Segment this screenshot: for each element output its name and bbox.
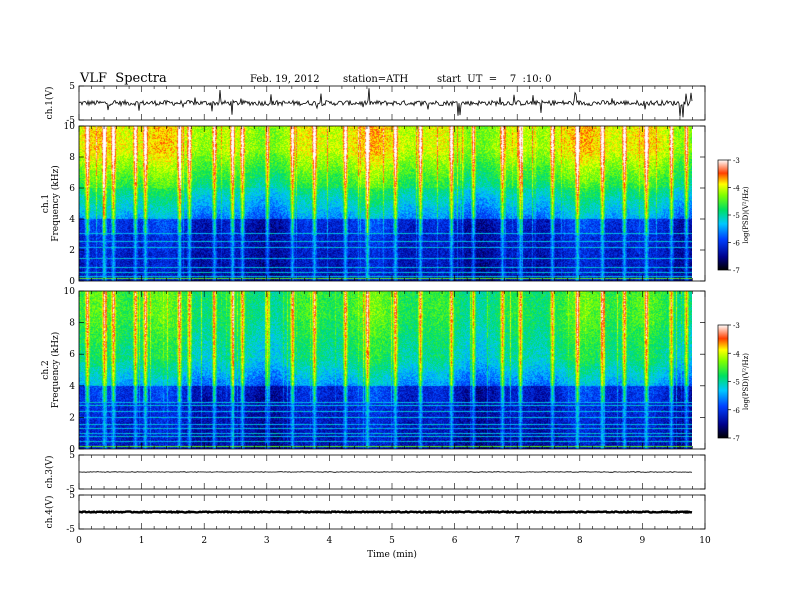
- y-tick-label: 8: [69, 319, 75, 329]
- y-tick-label: -5: [66, 116, 75, 126]
- x-tick-label: 3: [264, 536, 270, 546]
- y-tick-label: 5: [69, 491, 75, 501]
- y-tick-label: 6: [69, 184, 75, 194]
- y-tick-label: 5: [69, 82, 75, 92]
- y-tick-label: 8: [69, 153, 75, 163]
- y-tick-label: 2: [69, 246, 75, 256]
- station-label: station=ATH: [343, 74, 409, 85]
- x-tick-label: 2: [201, 536, 207, 546]
- ch1-spectrogram-image: [79, 126, 692, 281]
- y-axis-label: Frequency (kHz): [50, 332, 61, 409]
- ch1-spectrogram-colorbar: [717, 159, 729, 271]
- colorbar-label: log(PSD)(V²/Hz): [742, 353, 750, 410]
- x-tick-label: 6: [452, 536, 458, 546]
- y-tick-label: -5: [66, 525, 75, 535]
- ch2-spectrogram-colorbar: [717, 324, 729, 439]
- y-axis-label: ch.1(V): [44, 87, 55, 120]
- x-tick-label: 9: [640, 536, 646, 546]
- colorbar-tick-label: -6: [733, 240, 740, 248]
- ch1-waveform-trace: [78, 88, 693, 118]
- figure-title: VLF Spectra: [80, 71, 167, 86]
- x-axis-label: Time (min): [367, 549, 417, 560]
- y-tick-label: 2: [69, 413, 75, 423]
- y-tick-label: 4: [69, 215, 75, 225]
- y-axis-label: Frequency (kHz): [50, 165, 61, 242]
- colorbar-tick-label: -4: [733, 185, 740, 193]
- ch3-waveform-trace: [78, 471, 693, 473]
- x-tick-label: 7: [514, 536, 520, 546]
- y-tick-label: 5: [69, 451, 75, 461]
- x-tick-label: 4: [327, 536, 333, 546]
- y-tick-label: 4: [69, 382, 75, 392]
- ch4-waveform-trace: [78, 509, 693, 515]
- colorbar-label: log(PSD)(V²/Hz): [742, 186, 750, 243]
- colorbar-tick-label: -3: [733, 322, 740, 330]
- y-tick-label: 0: [69, 445, 75, 455]
- y-axis-label: ch.3(V): [44, 456, 55, 489]
- x-tick-label: 0: [76, 536, 82, 546]
- colorbar-tick-label: -4: [733, 350, 740, 358]
- colorbar-tick-label: -5: [733, 379, 740, 387]
- colorbar-tick-label: -5: [733, 212, 740, 220]
- colorbar-tick-label: -6: [733, 407, 740, 415]
- x-tick-label: 1: [139, 536, 145, 546]
- colorbar-tick-label: -7: [733, 435, 740, 443]
- y-axis-label: ch.2: [41, 360, 51, 379]
- date-label: Feb. 19, 2012: [250, 74, 320, 85]
- y-tick-label: 10: [64, 122, 76, 132]
- x-tick-label: 8: [577, 536, 583, 546]
- y-tick-label: -5: [66, 485, 75, 495]
- y-tick-label: 6: [69, 350, 75, 360]
- start-time-label: start UT = 7 :10: 0: [437, 74, 552, 85]
- colorbar-tick-label: -7: [733, 267, 740, 275]
- colorbar-tick-label: -3: [733, 157, 740, 165]
- x-tick-label: 5: [389, 536, 395, 546]
- x-tick-label: 10: [699, 536, 711, 546]
- ch2-spectrogram-image: [79, 291, 692, 449]
- y-axis-label: ch.1: [41, 194, 51, 213]
- y-tick-label: 10: [64, 287, 76, 297]
- y-axis-label: ch.4(V): [44, 496, 55, 529]
- y-tick-label: 0: [69, 277, 75, 287]
